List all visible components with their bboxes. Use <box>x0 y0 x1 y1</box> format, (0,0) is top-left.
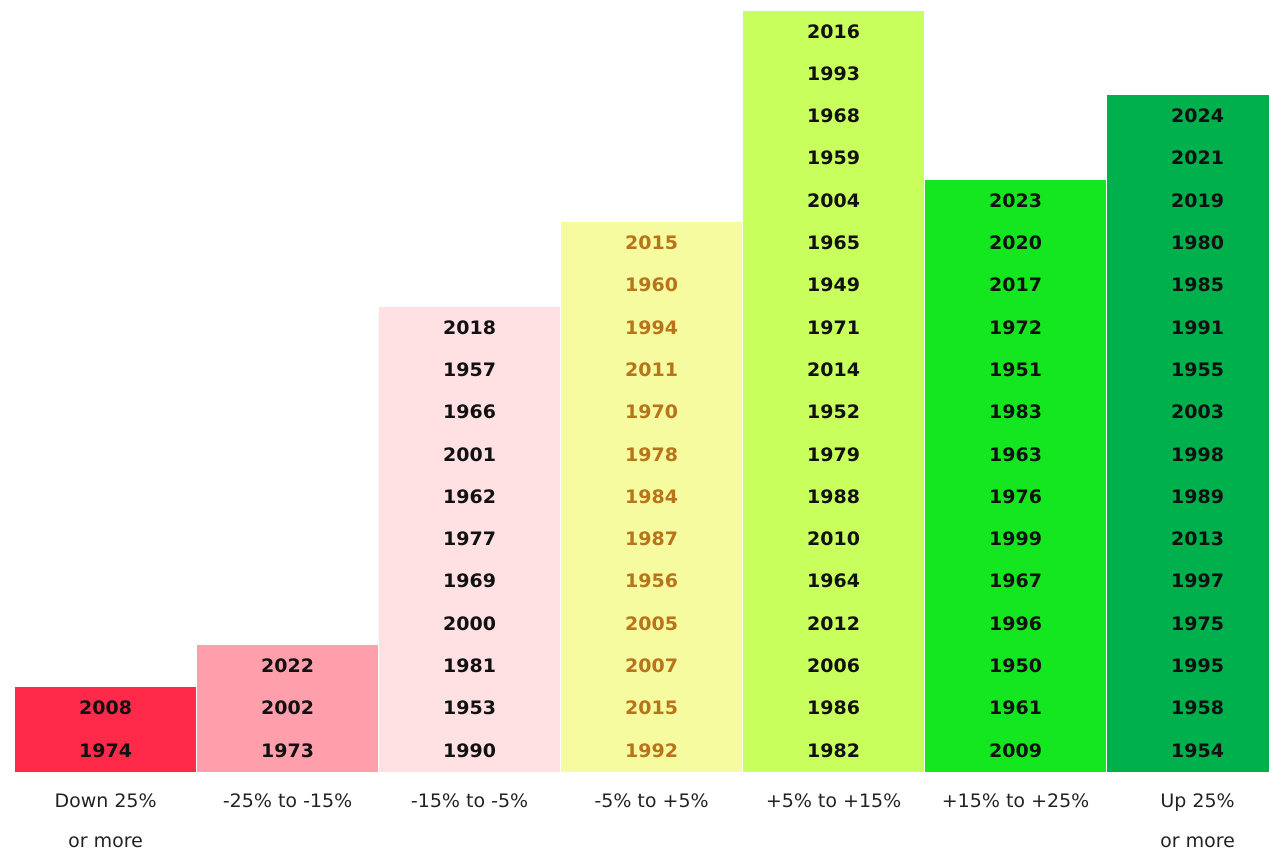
year-label: 2011 <box>625 358 678 381</box>
year-label: 1989 <box>1171 485 1224 508</box>
year-label: 1970 <box>625 401 678 424</box>
year-label: 1956 <box>625 570 678 593</box>
year-label: 1987 <box>625 528 678 551</box>
year-label: 1954 <box>1171 739 1224 762</box>
year-label: 1977 <box>443 528 496 551</box>
year-label: 2001 <box>443 443 496 466</box>
year-label: 2023 <box>989 189 1042 212</box>
category-column: 2024 2021 2019 1980 1985 1991 1955 2003 1998 1989… <box>1107 95 1269 772</box>
year-label: 1981 <box>443 655 496 678</box>
year-label: 1990 <box>443 739 496 762</box>
year-label: 1961 <box>989 697 1042 720</box>
year-label: 2004 <box>807 189 860 212</box>
year-label: 2006 <box>807 655 860 678</box>
year-label: 1992 <box>625 739 678 762</box>
category-label: Down 25% <box>54 790 157 812</box>
category-column: 2022 2002 1973 <box>197 645 378 772</box>
year-label: 1953 <box>443 697 496 720</box>
year-label: 1955 <box>1171 358 1224 381</box>
year-label: 1968 <box>807 105 860 128</box>
year-label: 1952 <box>807 401 860 424</box>
year-label: 2009 <box>989 739 1042 762</box>
year-label: 2016 <box>807 20 860 43</box>
category-column: 2018 1957 1966 2001 1962 1977 1969 2000 1981 1953… <box>379 306 560 772</box>
year-label: 2019 <box>1171 189 1224 212</box>
year-label: 1995 <box>1171 655 1224 678</box>
year-label: 1991 <box>1171 316 1224 339</box>
category-label: Up 25% <box>1160 790 1235 812</box>
year-label: 2022 <box>261 655 314 678</box>
year-label: 2003 <box>1171 401 1224 424</box>
year-label: 1998 <box>1171 443 1224 466</box>
year-label: 2012 <box>807 612 860 635</box>
year-label: 1988 <box>807 485 860 508</box>
year-label: 2018 <box>443 316 496 339</box>
year-label: 2005 <box>625 612 678 635</box>
year-label: 2014 <box>807 358 860 381</box>
year-label: 1972 <box>989 316 1042 339</box>
year-label: 1971 <box>807 316 860 339</box>
year-label: 1996 <box>989 612 1042 635</box>
year-label: 2010 <box>807 528 860 551</box>
year-label: 1999 <box>989 528 1042 551</box>
category-label: -5% to +5% <box>594 790 709 812</box>
category-column: 2008 1974 <box>15 687 196 772</box>
year-label: 1962 <box>443 485 496 508</box>
year-label: 1974 <box>79 739 132 762</box>
year-label: 1949 <box>807 274 860 297</box>
year-label: 1997 <box>1171 570 1224 593</box>
category-column: 2023 2020 2017 1972 1951 1983 1963 1976 1999 1967… <box>925 179 1106 772</box>
year-label: 2020 <box>989 232 1042 255</box>
year-label: 1964 <box>807 570 860 593</box>
category-label: +5% to +15% <box>765 790 902 812</box>
year-label: 1986 <box>807 697 860 720</box>
year-label: 1979 <box>807 443 860 466</box>
year-label: 1985 <box>1171 274 1224 297</box>
year-label: 1957 <box>443 358 496 381</box>
year-label: 1969 <box>443 570 496 593</box>
year-label: 1951 <box>989 358 1042 381</box>
year-label: 2015 <box>625 697 678 720</box>
year-label: 2017 <box>989 274 1042 297</box>
category-column: 2016 1993 1968 1959 2004 1965 1949 1971 2014 1952… <box>743 10 924 772</box>
year-label: 2024 <box>1171 105 1224 128</box>
year-label: 1965 <box>807 232 860 255</box>
year-label: 1993 <box>807 62 860 85</box>
year-label: 2021 <box>1171 147 1224 170</box>
year-label: 1950 <box>989 655 1042 678</box>
year-label: 2015 <box>625 232 678 255</box>
year-label: 1980 <box>1171 232 1224 255</box>
year-label: 2002 <box>261 697 314 720</box>
year-label: 1978 <box>625 443 678 466</box>
year-label: 2000 <box>443 612 496 635</box>
year-label: 1983 <box>989 401 1042 424</box>
year-label: 1982 <box>807 739 860 762</box>
category-label: or more <box>68 830 143 852</box>
year-label: 2007 <box>625 655 678 678</box>
year-label: 1958 <box>1171 697 1224 720</box>
year-label: 1984 <box>625 485 678 508</box>
year-label: 1967 <box>989 570 1042 593</box>
year-label: 2013 <box>1171 528 1224 551</box>
category-column: 2015 1960 1994 2011 1970 1978 1984 1987 1956 2005… <box>561 222 742 772</box>
year-label: 1994 <box>625 316 678 339</box>
category-label: or more <box>1160 830 1235 852</box>
year-label: 1966 <box>443 401 496 424</box>
year-label: 1959 <box>807 147 860 170</box>
year-label: 2008 <box>79 697 132 720</box>
category-label: -25% to -15% <box>222 790 353 812</box>
year-label: 1973 <box>261 739 314 762</box>
year-label: 1963 <box>989 443 1042 466</box>
year-label: 1975 <box>1171 612 1224 635</box>
year-label: 1976 <box>989 485 1042 508</box>
category-label: -15% to -5% <box>410 790 529 812</box>
year-label: 1960 <box>625 274 678 297</box>
category-label: +15% to +25% <box>941 790 1090 812</box>
